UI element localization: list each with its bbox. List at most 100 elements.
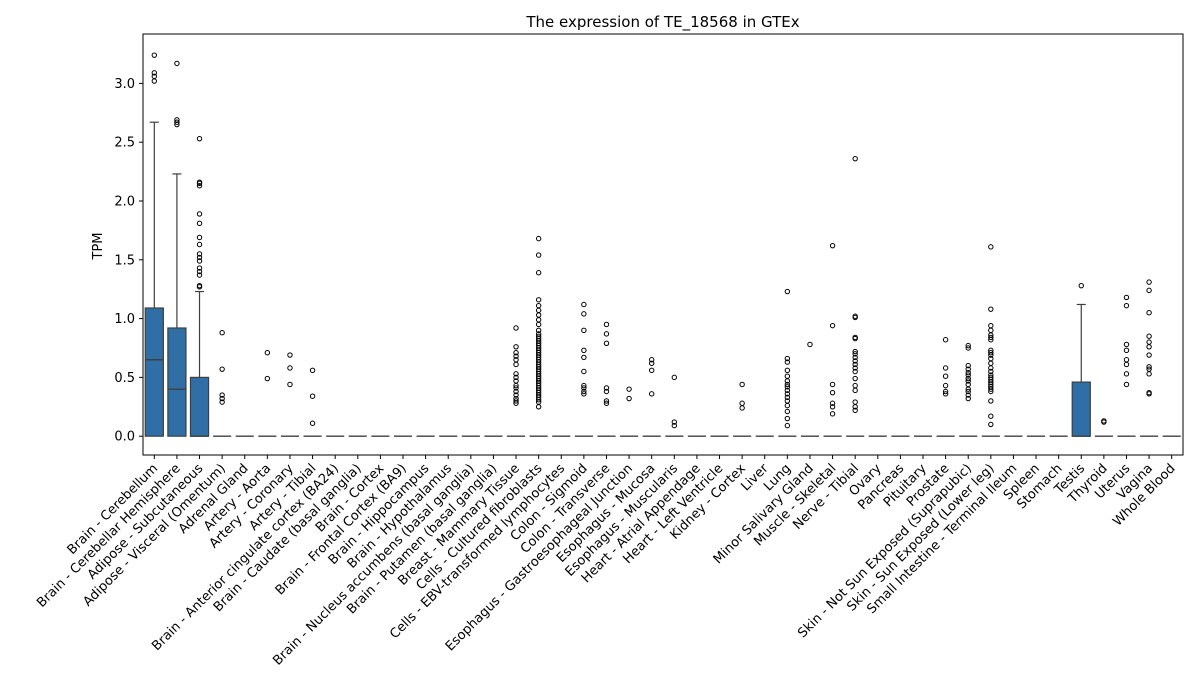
outlier-point	[807, 341, 813, 348]
chart-title: The expression of TE_18568 in GTEx	[525, 13, 799, 32]
outlier-point	[603, 340, 610, 346]
outlier-point	[988, 322, 994, 329]
outlier-point	[784, 415, 791, 422]
outlier-point	[535, 270, 542, 276]
outlier-point	[852, 368, 858, 375]
outlier-point	[603, 321, 610, 328]
outlier-point	[1146, 352, 1152, 358]
outlier-point	[852, 314, 858, 321]
outlier-point	[829, 404, 836, 410]
outlier-point	[1146, 364, 1152, 370]
outlier-point	[535, 302, 542, 309]
outlier-point	[784, 391, 791, 397]
box-body	[167, 327, 187, 437]
outlier-point	[196, 183, 203, 189]
outlier-point	[626, 395, 632, 402]
outlier-point	[196, 211, 203, 217]
outlier-point	[1101, 419, 1107, 425]
outlier-point	[671, 422, 678, 429]
outlier-point	[513, 382, 519, 389]
outlier-point	[988, 244, 994, 250]
outlier-point	[965, 362, 971, 369]
outlier-point	[581, 327, 587, 334]
outlier-point	[965, 386, 971, 392]
outlier-point	[535, 404, 542, 410]
outlier-point	[829, 242, 836, 249]
outlier-point	[1123, 371, 1130, 377]
outlier-point	[196, 284, 203, 290]
outlier-point	[603, 400, 610, 406]
outlier-point	[535, 327, 542, 334]
outlier-point	[784, 288, 791, 295]
outlier-point	[739, 400, 745, 406]
outlier-point	[829, 389, 836, 396]
outlier-point	[513, 385, 519, 391]
outlier-point	[739, 381, 745, 388]
outlier-point	[784, 373, 791, 379]
outlier-point	[581, 301, 587, 308]
outlier-point	[513, 392, 519, 398]
outlier-point	[648, 391, 655, 397]
outlier-point	[852, 407, 858, 414]
box-body	[1071, 381, 1091, 437]
outlier-point	[513, 349, 519, 356]
outlier-point	[196, 272, 203, 278]
outlier-point	[219, 399, 225, 405]
outlier-point	[513, 374, 519, 381]
outlier-point	[581, 347, 587, 354]
outlier-point	[196, 258, 203, 264]
outlier-point	[309, 393, 316, 399]
outlier-point	[942, 388, 949, 395]
outlier-point	[852, 361, 858, 368]
outlier-point	[829, 381, 836, 388]
outlier-point	[581, 382, 587, 389]
outlier-point	[1123, 302, 1130, 309]
outlier-point	[942, 391, 949, 397]
y-tick-label: 2.0	[114, 194, 135, 209]
outlier-point	[151, 78, 158, 84]
outlier-point	[196, 241, 203, 248]
outlier-point	[852, 335, 858, 342]
outlier-point	[196, 135, 203, 142]
outlier-point	[1123, 357, 1130, 363]
outlier-point	[784, 384, 791, 390]
outlier-point	[264, 349, 271, 356]
outlier-point	[196, 220, 203, 227]
outlier-point	[1123, 361, 1130, 368]
outlier-point	[151, 52, 158, 58]
outlier-point	[219, 395, 225, 402]
outlier-point	[829, 411, 836, 417]
plot-frame	[142, 33, 1184, 456]
outlier-point	[852, 399, 858, 405]
outlier-point	[219, 366, 225, 372]
outlier-point	[581, 391, 587, 397]
outlier-point	[1146, 344, 1152, 350]
outlier-point	[309, 367, 316, 374]
outlier-point	[513, 353, 519, 359]
outlier-point	[535, 397, 542, 403]
outlier-point	[988, 421, 994, 428]
outlier-point	[942, 337, 949, 343]
outlier-point	[535, 297, 542, 303]
outlier-point	[581, 385, 587, 391]
outlier-point	[988, 413, 994, 419]
outlier-point	[988, 365, 994, 371]
outlier-point	[1146, 287, 1152, 294]
outlier-point	[852, 404, 858, 410]
outlier-point	[535, 317, 542, 323]
outlier-point	[626, 386, 632, 392]
outlier-point	[671, 419, 678, 425]
outlier-point	[1123, 294, 1130, 301]
outlier-point	[513, 400, 519, 406]
outlier-point	[581, 311, 587, 317]
outlier-point	[1146, 391, 1152, 397]
outlier-point	[784, 387, 791, 394]
outlier-point	[1146, 333, 1152, 339]
outlier-point	[988, 349, 994, 356]
outlier-point	[219, 329, 225, 336]
outlier-point	[1146, 339, 1152, 345]
outlier-point	[988, 386, 994, 392]
outlier-point	[988, 306, 994, 312]
y-axis-label: TPM	[91, 233, 106, 261]
outlier-point	[942, 365, 949, 371]
